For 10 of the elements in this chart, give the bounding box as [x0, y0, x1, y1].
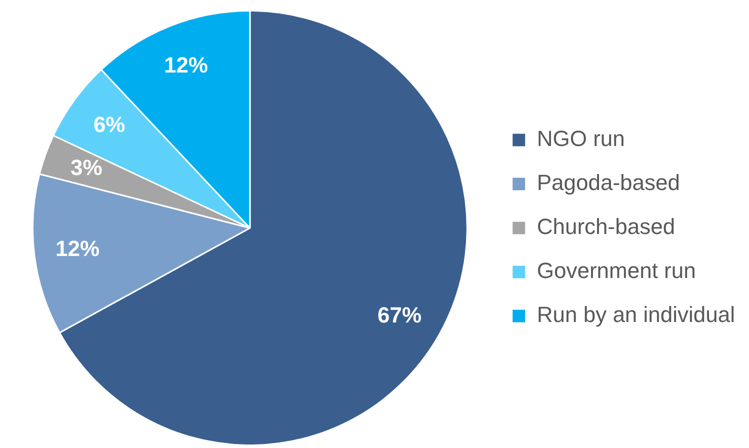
legend-label: Run by an individual [536, 302, 736, 328]
legend-label: Government run [536, 258, 696, 284]
data-label: 67% [378, 302, 422, 328]
data-label: 6% [93, 112, 126, 137]
legend-label: Church-based [536, 214, 676, 240]
legend-label: Pagoda-based [536, 170, 680, 196]
legend-label: NGO run [536, 126, 625, 152]
data-label: 12% [164, 52, 208, 78]
data-label: 3% [70, 155, 102, 180]
data-label: 12% [55, 236, 100, 261]
